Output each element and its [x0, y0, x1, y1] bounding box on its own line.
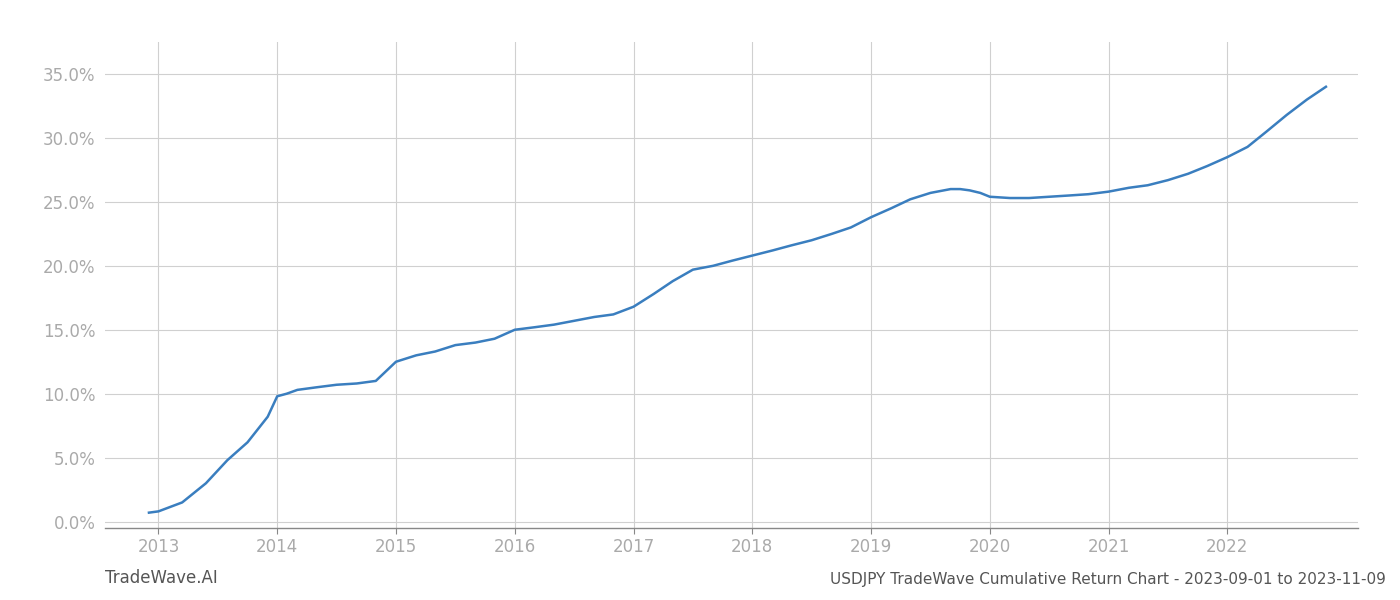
Text: USDJPY TradeWave Cumulative Return Chart - 2023-09-01 to 2023-11-09: USDJPY TradeWave Cumulative Return Chart… — [830, 572, 1386, 587]
Text: TradeWave.AI: TradeWave.AI — [105, 569, 218, 587]
